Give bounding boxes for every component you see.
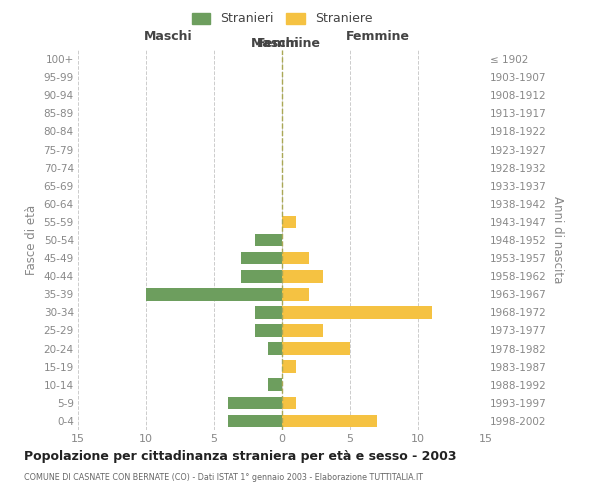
Text: Popolazione per cittadinanza straniera per età e sesso - 2003: Popolazione per cittadinanza straniera p…	[24, 450, 457, 463]
Bar	[241, 270, 282, 282]
Bar	[282, 216, 296, 228]
Bar	[241, 252, 282, 264]
Bar	[282, 324, 323, 337]
Bar	[282, 396, 296, 409]
Text: COMUNE DI CASNATE CON BERNATE (CO) - Dati ISTAT 1° gennaio 2003 - Elaborazione T: COMUNE DI CASNATE CON BERNATE (CO) - Dat…	[24, 472, 423, 482]
Bar	[282, 270, 323, 282]
Bar	[227, 414, 282, 428]
Text: Maschi: Maschi	[143, 30, 193, 43]
Y-axis label: Anni di nascita: Anni di nascita	[551, 196, 563, 284]
Bar	[255, 234, 282, 246]
Text: Femmine: Femmine	[257, 37, 321, 50]
Bar	[268, 342, 282, 355]
Legend: Stranieri, Straniere: Stranieri, Straniere	[188, 8, 376, 29]
Bar	[282, 360, 296, 373]
Bar	[255, 306, 282, 318]
Bar	[282, 342, 350, 355]
Text: Maschi: Maschi	[251, 37, 299, 50]
Bar	[268, 378, 282, 391]
Bar	[255, 324, 282, 337]
Bar	[282, 252, 309, 264]
Bar	[227, 396, 282, 409]
Bar	[282, 414, 377, 428]
Text: Femmine: Femmine	[346, 30, 410, 43]
Bar	[282, 288, 309, 300]
Bar	[146, 288, 282, 300]
Y-axis label: Fasce di età: Fasce di età	[25, 205, 38, 275]
Bar	[282, 306, 431, 318]
